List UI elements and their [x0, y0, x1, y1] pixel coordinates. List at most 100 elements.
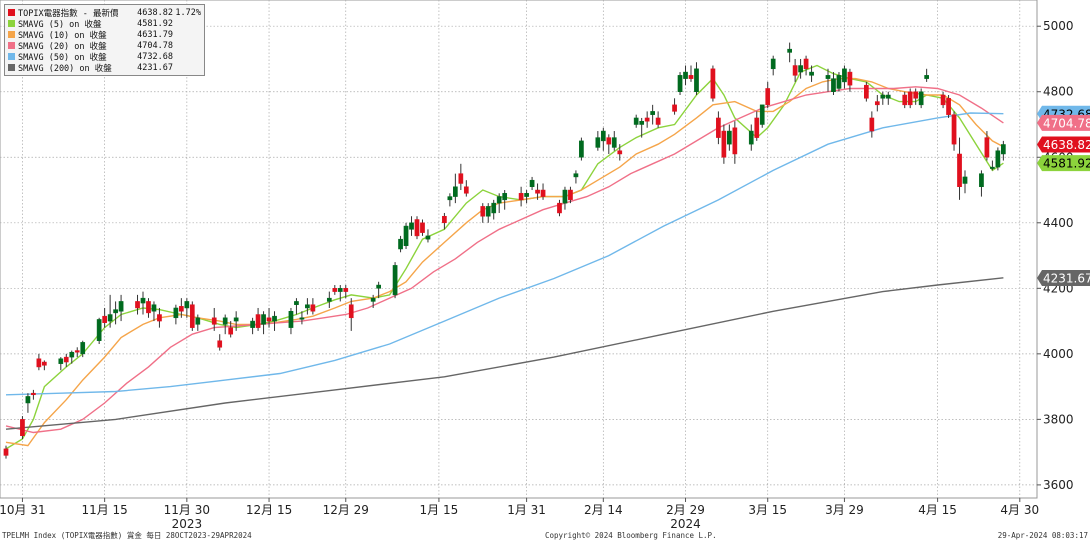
- candle-body: [233, 317, 239, 322]
- x-tick-label: 10月 31: [0, 503, 46, 517]
- legend-swatch: [8, 42, 15, 49]
- candle-body: [940, 94, 946, 106]
- candle: [562, 186, 568, 210]
- candle: [217, 334, 223, 351]
- candle-body: [96, 319, 102, 341]
- candle: [376, 281, 381, 299]
- candle: [250, 317, 255, 335]
- legend-swatch: [8, 64, 15, 71]
- x-tick-label: 11月 15: [81, 503, 127, 517]
- candle: [222, 314, 228, 335]
- candle-body: [759, 104, 765, 125]
- sma-line: [5, 64, 1004, 450]
- candle-body: [1001, 144, 1006, 155]
- candle-body: [151, 304, 157, 312]
- candle: [984, 131, 990, 161]
- candle-body: [644, 117, 650, 122]
- candle-body: [36, 358, 42, 368]
- candle-body: [31, 392, 36, 396]
- candle-body: [540, 189, 546, 197]
- legend-label: SMAVG (50) on 收盤: [18, 52, 107, 63]
- candle: [480, 203, 486, 223]
- candle-body: [135, 301, 140, 309]
- candle: [195, 314, 201, 331]
- candle-body: [425, 235, 431, 240]
- candle: [792, 58, 798, 82]
- candle-body: [409, 222, 414, 230]
- candle: [403, 222, 409, 249]
- candle: [261, 311, 266, 335]
- candle-body: [376, 284, 381, 289]
- candle-body: [310, 304, 316, 312]
- legend-swatch: [8, 9, 15, 16]
- x-tick-label: 4月 15: [918, 503, 957, 517]
- candle-body: [496, 196, 502, 204]
- candle: [496, 193, 502, 213]
- candle: [874, 95, 880, 112]
- candle-body: [403, 225, 409, 246]
- candle: [650, 104, 655, 125]
- legend-swatch: [8, 31, 15, 38]
- candle: [294, 298, 299, 315]
- candle: [442, 212, 447, 230]
- x-tick-label: 3月 15: [748, 503, 787, 517]
- candle-body: [299, 317, 305, 320]
- candle: [337, 285, 343, 302]
- legend-swatch: [8, 20, 15, 27]
- candle-body: [721, 130, 727, 158]
- candle-body: [370, 297, 376, 302]
- candle-body: [69, 351, 75, 358]
- candle-body: [294, 301, 299, 305]
- candle-body: [995, 150, 1001, 168]
- candle: [63, 353, 69, 367]
- candle: [842, 65, 847, 89]
- sma-line: [5, 86, 1004, 434]
- candle: [31, 389, 36, 400]
- candle: [1001, 140, 1006, 161]
- y-tick-label: 4800: [1043, 85, 1074, 99]
- candle: [310, 298, 316, 315]
- candle: [633, 114, 639, 128]
- candle-body: [305, 304, 310, 309]
- candle: [299, 311, 305, 325]
- candle-body: [266, 317, 272, 322]
- candle: [107, 294, 113, 328]
- legend: TOPIX電器指數 - 最新價 4638.82 1.72% SMAVG (5) on …: [4, 4, 205, 76]
- candle-body: [869, 117, 875, 132]
- candle-body: [3, 448, 9, 456]
- candle-body: [420, 222, 425, 233]
- candle-body: [683, 71, 688, 79]
- sma-lines: [5, 64, 1004, 450]
- candle: [42, 360, 47, 371]
- candle: [759, 104, 765, 128]
- candle: [69, 350, 75, 364]
- candle: [529, 176, 535, 191]
- candle-body: [694, 68, 699, 92]
- candle: [946, 95, 951, 118]
- candle-body: [765, 88, 771, 106]
- candle: [255, 307, 261, 331]
- y-tick-label: 4400: [1043, 216, 1074, 230]
- candle: [617, 144, 623, 161]
- candle-body: [984, 137, 990, 158]
- legend-label: TOPIX電器指數 - 最新價: [18, 8, 119, 19]
- candle-body: [332, 288, 338, 292]
- candle: [414, 216, 420, 240]
- candle: [211, 307, 217, 331]
- candle: [957, 137, 962, 200]
- candle-body: [529, 179, 535, 188]
- candle-body: [184, 301, 190, 309]
- value-tag-text: 4231.67: [1043, 271, 1090, 285]
- candle: [951, 111, 957, 151]
- candle: [535, 183, 540, 200]
- candle: [458, 163, 464, 191]
- footer-timestamp: 29-Apr-2024 08:03:17: [998, 531, 1088, 540]
- candle-body: [348, 304, 354, 319]
- candle: [803, 55, 809, 76]
- candle-body: [962, 176, 968, 184]
- candle: [694, 62, 699, 96]
- candle: [990, 160, 995, 171]
- candle: [979, 170, 984, 197]
- candle-body: [485, 206, 491, 217]
- legend-value: 4638.82: [137, 7, 173, 18]
